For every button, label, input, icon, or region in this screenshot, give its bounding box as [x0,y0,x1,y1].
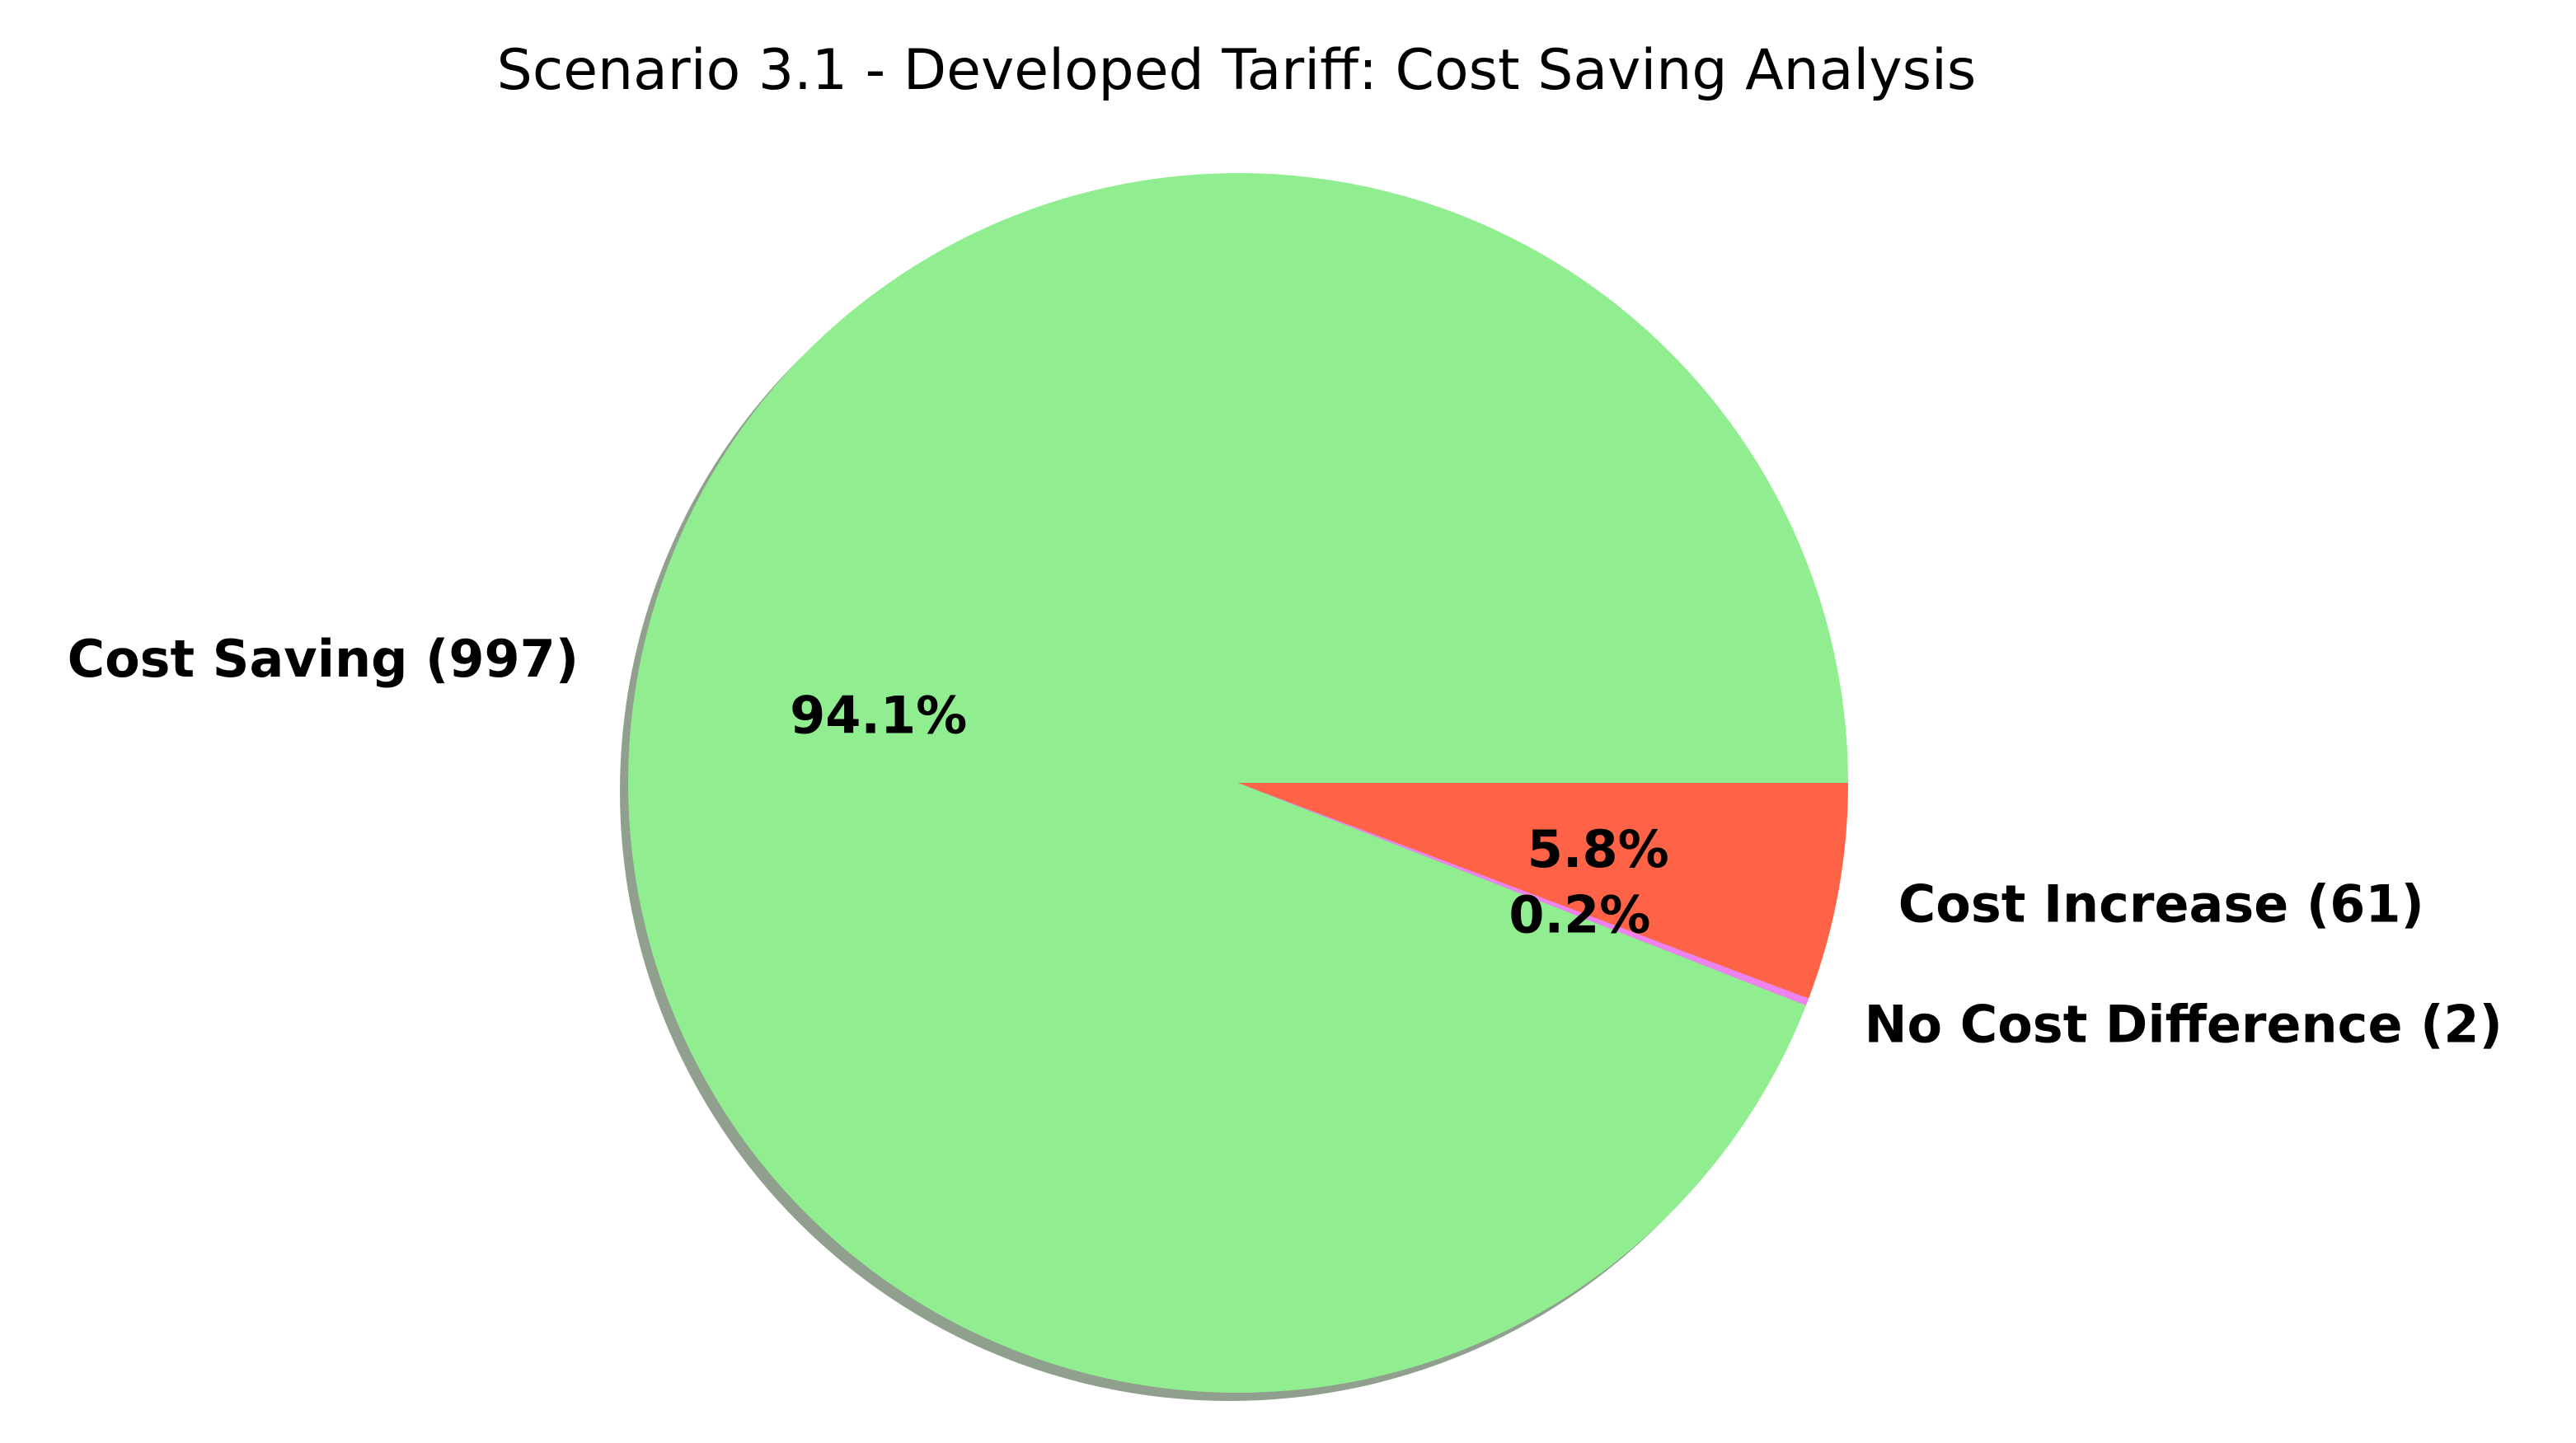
pct-no-cost-difference: 0.2% [1509,885,1650,945]
pct-cost-saving: 94.1% [790,686,967,746]
slice-no-cost-difference [1238,783,1809,1005]
label-cost-saving: Cost Saving (997) [68,629,579,689]
chart-title: Scenario 3.1 - Developed Tariff: Cost Sa… [497,38,1977,103]
label-no-cost-difference: No Cost Difference (2) [1865,994,2503,1054]
slice-cost-increase [1238,783,1848,999]
label-cost-increase: Cost Increase (61) [1898,874,2424,934]
slice-cost-saving [628,172,1848,1393]
pie-labels: Cost Saving (997) 94.1% Cost Increase (61)… [68,629,2503,1055]
pie-slices [628,172,1848,1393]
pct-cost-increase: 5.8% [1527,819,1669,879]
